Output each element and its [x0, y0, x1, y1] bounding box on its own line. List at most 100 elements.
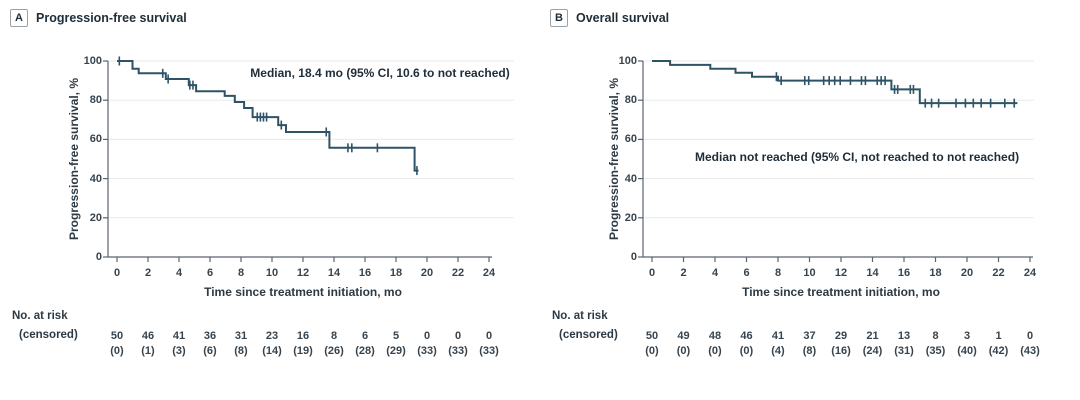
- at-risk-count: 48: [708, 330, 722, 342]
- at-risk-count: 46: [740, 330, 753, 342]
- censored-count: (0): [676, 345, 691, 357]
- panel-b-title: Overall survival: [576, 11, 670, 25]
- panel-letter: B: [555, 12, 563, 24]
- y-tick-label: 40: [624, 172, 637, 185]
- x-tick-label: 14: [866, 267, 879, 279]
- x-tick-label: 20: [420, 267, 434, 279]
- panel-b-letter-badge: B: [550, 9, 568, 27]
- censored-count: (3): [172, 345, 186, 357]
- x-tick-label: 24: [482, 267, 496, 279]
- censored-count: (29): [386, 345, 406, 357]
- panel-a-x-axis-label: Time since treatment initiation, mo: [204, 285, 402, 299]
- panel-a-median-annotation: Median, 18.4 mo (95% CI, 10.6 to not rea…: [250, 66, 510, 80]
- x-tick-label: 16: [897, 267, 911, 279]
- at-risk-count: 31: [234, 330, 248, 342]
- y-tick-label: 80: [89, 94, 102, 107]
- panel-b-censored-label: (censored): [559, 329, 618, 341]
- at-risk-count: 29: [834, 330, 848, 342]
- x-tick-label: 10: [265, 267, 279, 279]
- censored-count: (1): [141, 345, 155, 357]
- panel-a-letter-badge: A: [10, 9, 28, 27]
- at-risk-count: 41: [172, 330, 186, 342]
- at-risk-count: 5: [392, 330, 400, 342]
- y-tick-label: 40: [89, 172, 102, 185]
- y-tick-label: 100: [83, 55, 102, 67]
- x-tick-label: 12: [834, 267, 848, 279]
- x-tick-label: 2: [680, 267, 687, 279]
- at-risk-count: 0: [485, 330, 493, 342]
- x-tick-label: 6: [206, 267, 214, 279]
- y-tick-label: 60: [624, 133, 637, 146]
- x-tick-label: 22: [451, 267, 465, 279]
- censored-count: (0): [110, 345, 124, 357]
- at-risk-count: 37: [803, 330, 816, 342]
- at-risk-count: 36: [203, 330, 217, 342]
- at-risk-count: 1: [995, 330, 1002, 342]
- censored-count: (33): [417, 345, 437, 357]
- censored-count: (4): [771, 345, 785, 357]
- censored-count: (40): [957, 345, 977, 357]
- at-risk-count: 0: [454, 330, 462, 342]
- panel-a-at-risk-label: No. at risk: [12, 310, 68, 322]
- at-risk-count: 41: [771, 330, 785, 342]
- x-tick-label: 14: [327, 267, 341, 279]
- x-tick-label: 20: [960, 267, 974, 279]
- censored-count: (6): [203, 345, 217, 357]
- x-tick-label: 2: [144, 267, 152, 279]
- x-tick-label: 24: [1023, 267, 1037, 279]
- x-tick-label: 8: [774, 267, 782, 279]
- censored-count: (33): [448, 345, 468, 357]
- panel-overall-survival: B Overall survival Progression-free surv…: [540, 0, 1080, 400]
- at-risk-count: 3: [963, 330, 971, 342]
- censored-count: (8): [802, 345, 817, 357]
- censored-count: (31): [894, 345, 914, 357]
- at-risk-count: 8: [932, 330, 939, 342]
- at-risk-count: 6: [361, 330, 369, 342]
- y-tick-label: 0: [630, 251, 637, 263]
- x-tick-label: 4: [711, 267, 719, 279]
- y-tick-label: 0: [95, 251, 102, 263]
- x-tick-label: 0: [113, 267, 121, 279]
- x-tick-label: 4: [175, 267, 183, 279]
- x-tick-label: 16: [358, 267, 372, 279]
- censored-count: (0): [708, 345, 722, 357]
- censored-count: (26): [324, 345, 344, 357]
- x-tick-label: 10: [803, 267, 816, 279]
- x-tick-label: 8: [237, 267, 245, 279]
- censored-count: (24): [862, 345, 883, 357]
- x-tick-label: 22: [992, 267, 1005, 279]
- y-tick-label: 80: [624, 94, 637, 107]
- panel-progression-free-survival: A Progression-free survival Progression-…: [10, 9, 514, 357]
- survival-curve: [117, 60, 419, 172]
- censored-count: (28): [355, 345, 375, 357]
- censored-count: (16): [831, 345, 851, 357]
- censored-count: (43): [1020, 345, 1040, 357]
- y-tick-label: 100: [618, 55, 637, 67]
- at-risk-count: 16: [296, 330, 310, 342]
- x-tick-label: 6: [743, 267, 750, 279]
- at-risk-count: 50: [110, 330, 124, 342]
- x-tick-label: 18: [929, 267, 942, 279]
- panel-letter: A: [15, 12, 23, 24]
- panel-a-censored-label: (censored): [19, 329, 78, 341]
- panel-a-title: Progression-free survival: [36, 11, 187, 25]
- y-tick-label: 20: [624, 211, 637, 224]
- at-risk-count: 21: [866, 330, 879, 342]
- censored-count: (0): [645, 345, 659, 357]
- y-tick-label: 60: [89, 133, 102, 146]
- at-risk-count: 46: [141, 330, 155, 342]
- panel-b-median-annotation: Median not reached (95% CI, not reached …: [695, 150, 1020, 164]
- panel-b-at-risk-label: No. at risk: [552, 310, 608, 322]
- at-risk-count: 0: [423, 330, 431, 342]
- at-risk-count: 0: [1026, 330, 1034, 342]
- censored-count: (33): [479, 345, 499, 357]
- at-risk-count: 8: [330, 330, 338, 342]
- panel-b-x-axis-label: Time since treatment initiation, mo: [742, 285, 940, 299]
- at-risk-count: 50: [645, 330, 659, 342]
- x-tick-label: 12: [296, 267, 310, 279]
- x-tick-label: 0: [648, 267, 656, 279]
- at-risk-count: 49: [677, 330, 690, 342]
- panel-b-header: B Overall survival: [550, 9, 669, 27]
- at-risk-count: 23: [265, 330, 279, 342]
